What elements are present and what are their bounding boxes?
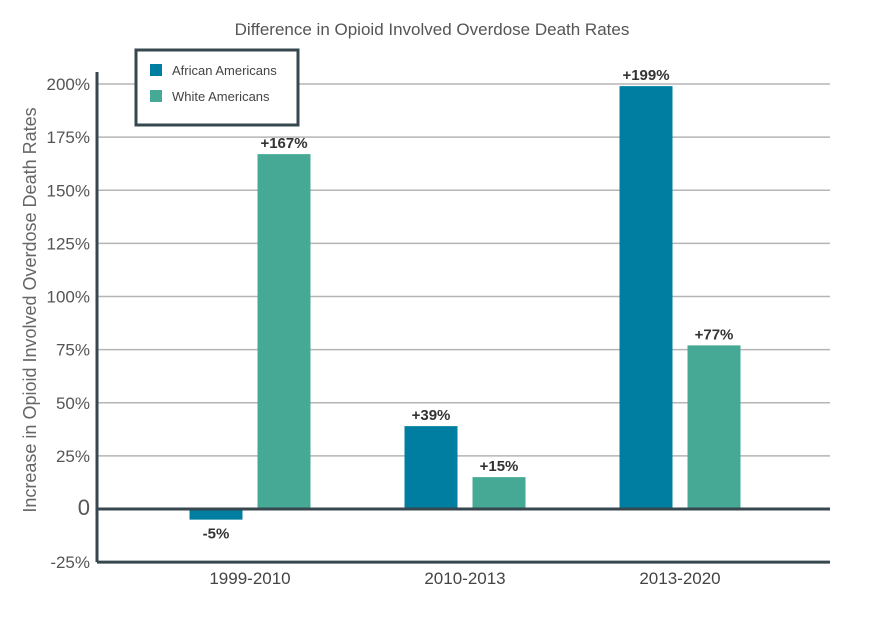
bar-african-americans-2 bbox=[619, 86, 673, 509]
legend-swatch bbox=[150, 90, 162, 102]
y-tick-label: 100% bbox=[47, 288, 90, 307]
data-label: +39% bbox=[412, 407, 451, 424]
legend-label: White Americans bbox=[172, 89, 270, 104]
legend-swatch bbox=[150, 64, 162, 76]
y-tick-label: 175% bbox=[47, 128, 90, 147]
y-tick-label: 150% bbox=[47, 181, 90, 200]
y-tick-label: 75% bbox=[56, 341, 90, 360]
bar-white-americans-2 bbox=[687, 345, 741, 509]
bar-white-americans-0 bbox=[257, 154, 311, 509]
y-tick-label: 25% bbox=[56, 447, 90, 466]
y-axis-label: Increase in Opioid Involved Overdose Dea… bbox=[20, 107, 40, 512]
y-tick-label: 125% bbox=[47, 234, 90, 253]
x-tick-label: 1999-2010 bbox=[209, 569, 290, 588]
legend-box bbox=[134, 48, 300, 127]
x-tick-label: 2013-2020 bbox=[639, 569, 720, 588]
y-tick-label: -25% bbox=[50, 553, 90, 572]
bar-african-americans-0 bbox=[189, 509, 243, 520]
chart-title: Difference in Opioid Involved Overdose D… bbox=[235, 20, 630, 39]
y-tick-label: 50% bbox=[56, 394, 90, 413]
data-label: -5% bbox=[203, 526, 230, 543]
y-tick-label: 200% bbox=[47, 75, 90, 94]
bar-white-americans-1 bbox=[472, 477, 526, 509]
data-label: +199% bbox=[622, 67, 669, 84]
y-tick-label: 0 bbox=[78, 495, 90, 520]
data-label: +77% bbox=[695, 326, 734, 343]
x-tick-label: 2010-2013 bbox=[424, 569, 505, 588]
data-label: +15% bbox=[480, 458, 519, 475]
bar-african-americans-1 bbox=[404, 426, 458, 509]
legend-label: African Americans bbox=[172, 63, 277, 78]
data-label: +167% bbox=[260, 135, 307, 152]
